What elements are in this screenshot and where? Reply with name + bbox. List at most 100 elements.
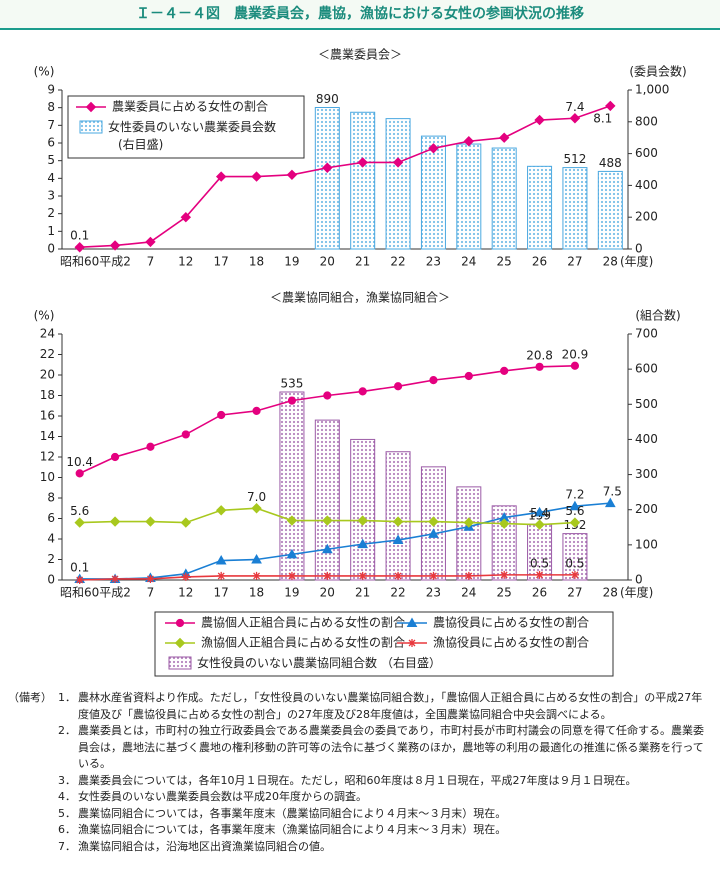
- marker: [464, 371, 473, 381]
- note-text: 漁業協同組合については，各事業年度末（漁業協同組合により４月末～３月末）現在。: [78, 823, 507, 836]
- marker: [181, 572, 190, 581]
- note-number: 5．: [58, 806, 76, 820]
- y-tick-label: 2: [47, 552, 55, 566]
- note-text: 漁業協同組合は，沿海地区出資漁業協同組合の値。: [78, 839, 331, 853]
- marker: [146, 442, 155, 451]
- x-tick-label: 20: [320, 586, 335, 600]
- note-text: 農業委員会については，各年10月１日現在。ただし，昭和60年度は８月１日現在，平…: [78, 773, 637, 787]
- marker: [286, 169, 298, 181]
- marker: [286, 548, 298, 559]
- note-number: 7．: [58, 839, 76, 853]
- marker: [287, 396, 297, 405]
- marker: [74, 242, 85, 253]
- marker: [500, 570, 509, 579]
- marker: [428, 528, 439, 538]
- y2-tick-label: 500: [635, 397, 658, 411]
- legend-marker: [408, 639, 416, 647]
- marker: [287, 571, 296, 580]
- marker: [358, 387, 367, 396]
- y2-tick-label: 700: [635, 327, 658, 341]
- y2-tick-label: 200: [635, 210, 658, 224]
- marker: [109, 516, 121, 527]
- x-tick-label: 7: [147, 255, 155, 269]
- note: 4． 女性委員のいない農業委員会数は平成20年度からの調査。: [8, 789, 708, 806]
- y2-tick-label: 300: [635, 467, 658, 481]
- note-number: 1．: [58, 691, 76, 704]
- x-tick-label: 26: [532, 255, 547, 269]
- y-tick-label: 4: [47, 532, 55, 546]
- marker: [181, 430, 190, 439]
- note: 3． 農業委員会については，各年10月１日現在。ただし，昭和60年度は８月１日現在…: [8, 773, 708, 790]
- x-tick-label: 25: [497, 586, 512, 600]
- note: 7． 漁業協同組合は，沿海地区出資漁業協同組合の値。: [8, 839, 708, 856]
- data-label: 5.6: [565, 504, 584, 518]
- x-tick-label: 平成2: [99, 586, 131, 600]
- x-tick-label: 18: [249, 255, 264, 269]
- note-number: 2．: [58, 724, 76, 737]
- note-text: 農林水産省資料より作成。ただし，「女性役員のいない農業協同組合数」，「農協個人正…: [78, 691, 703, 721]
- y-tick-label: 18: [40, 388, 55, 402]
- legend-label: 女性役員のいない農業協同組合数: [197, 655, 377, 670]
- legend-swatch: [168, 656, 192, 670]
- legend-label: 漁協個人正組合員に占める女性の割合: [201, 635, 405, 650]
- note-text: 農業委員とは，市町村の独立行政委員会である農業委員会の委員であり，市町村長が市町…: [78, 724, 705, 770]
- y2-tick-label: 200: [635, 502, 658, 516]
- marker: [569, 500, 581, 511]
- bar: [456, 486, 482, 581]
- data-label: 7.2: [565, 488, 584, 502]
- marker: [251, 553, 262, 564]
- marker: [570, 570, 579, 579]
- legend-label: 農業委員に占める女性の割合: [112, 99, 268, 114]
- marker: [570, 361, 580, 370]
- data-label: 0.1: [70, 560, 89, 574]
- data-label: 20.8: [526, 348, 553, 362]
- marker: [215, 171, 227, 182]
- y-tick-label: 20: [40, 368, 55, 382]
- bar: [314, 106, 340, 250]
- marker: [215, 505, 227, 516]
- marker: [428, 143, 439, 154]
- bar: [491, 147, 517, 250]
- marker: [569, 113, 581, 124]
- marker: [464, 571, 473, 580]
- y-tick-label: 2: [47, 206, 55, 220]
- legend-note: (右目盛): [118, 137, 163, 152]
- notes: （備考） 1． 農林水産省資料より作成。ただし，「女性役員のいない農業協同組合数」，…: [8, 690, 708, 855]
- y-tick-label: 6: [47, 136, 55, 150]
- x-axis-label: (年度): [620, 255, 653, 269]
- bar: [562, 167, 588, 250]
- x-tick-label: 22: [390, 586, 405, 600]
- marker: [392, 157, 404, 168]
- x-tick-label: 7: [147, 586, 155, 600]
- figure-title: Ｉ－４－４図 農業委員会，農協，漁協における女性の参画状況の推移: [136, 6, 584, 22]
- chart-subtitle: ＜農業委員会＞: [318, 48, 402, 62]
- marker: [498, 132, 510, 143]
- y-tick-label: 0: [47, 242, 55, 256]
- marker: [322, 515, 333, 526]
- y-tick-label: 14: [40, 429, 55, 443]
- data-label: 5.4: [530, 506, 549, 520]
- legend-label: 女性役員のいない農業協同組合数 （右目盛）: [197, 655, 441, 670]
- data-label: 0.5: [565, 556, 584, 570]
- y-tick-label: 12: [40, 450, 55, 464]
- marker: [605, 100, 616, 112]
- data-label: 0.1: [70, 229, 89, 243]
- data-label: 512: [563, 152, 586, 166]
- marker: [357, 538, 369, 549]
- data-label: 7.0: [247, 490, 266, 504]
- y-tick-label: 1: [47, 224, 55, 238]
- note: 6． 漁業協同組合については，各事業年度末（漁業協同組合により４月末～３月末）現在…: [8, 822, 708, 839]
- marker: [498, 518, 510, 529]
- y-axis-label: (%): [34, 309, 55, 323]
- x-tick-label: 17: [214, 586, 229, 600]
- bar: [385, 451, 411, 581]
- x-tick-label: 27: [567, 586, 582, 600]
- x-tick-label: 昭和60: [60, 255, 99, 269]
- notes-label: （備考）: [8, 691, 52, 704]
- bar: [279, 391, 305, 581]
- marker: [286, 515, 298, 526]
- x-tick-label: 26: [532, 586, 547, 600]
- marker: [323, 571, 332, 580]
- marker: [357, 157, 368, 168]
- x-tick-label: 22: [390, 255, 405, 269]
